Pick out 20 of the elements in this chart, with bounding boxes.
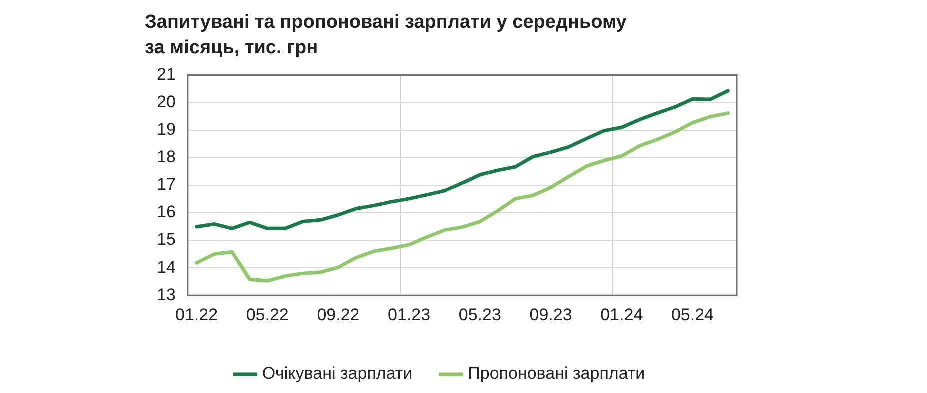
y-tick-label: 14 — [156, 258, 176, 277]
legend-label: Очікувані зарплати — [262, 364, 413, 384]
x-tick-label: 05.24 — [671, 305, 714, 324]
x-tick-label: 01.22 — [175, 305, 218, 324]
y-tick-label: 16 — [156, 202, 176, 222]
y-tick-label: 15 — [156, 230, 176, 250]
y-tick-label: 19 — [156, 120, 176, 140]
x-tick-label: 01.24 — [600, 305, 644, 324]
legend-label: Пропоновані зарплати — [468, 364, 646, 384]
y-tick-label: 18 — [156, 148, 176, 167]
y-tick-label: 13 — [156, 285, 176, 304]
chart-title: Запитувані та пропоновані зарплати у середньому за місяць, тис. грн — [145, 12, 628, 59]
y-tick-label: 20 — [156, 92, 176, 112]
x-tick-label: 01.23 — [388, 305, 431, 324]
x-tick-label: 09.23 — [530, 305, 572, 324]
x-tick-label: 05.22 — [246, 305, 289, 324]
x-tick-label: 09.22 — [317, 305, 360, 324]
y-tick-label: 21 — [156, 64, 176, 84]
y-tick-label: 17 — [156, 175, 176, 194]
x-tick-label: 05.23 — [458, 305, 502, 324]
